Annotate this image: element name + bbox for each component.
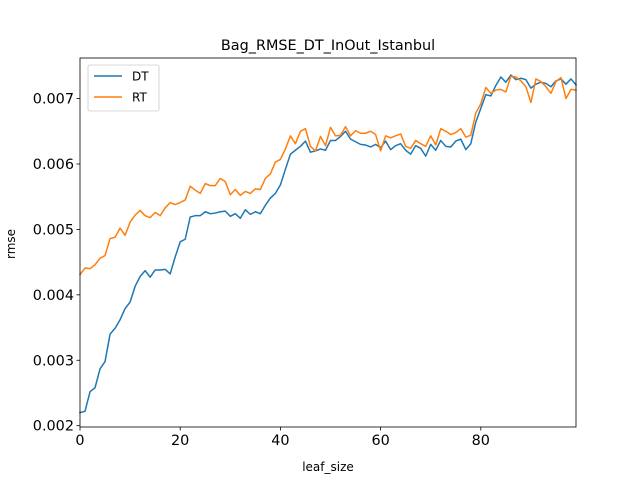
y-axis-label: rmse — [4, 229, 18, 259]
chart-title: Bag_RMSE_DT_InOut_Istanbul — [221, 38, 435, 54]
y-tick-label: 0.006 — [33, 157, 74, 173]
y-tick-label: 0.005 — [33, 222, 74, 238]
x-axis-label: leaf_size — [302, 460, 354, 474]
x-tick-label: 60 — [371, 433, 389, 449]
x-tick-label: 0 — [75, 433, 84, 449]
y-tick-label: 0.004 — [33, 288, 74, 304]
x-tick-label: 40 — [271, 433, 289, 449]
y-tick-label: 0.007 — [33, 92, 74, 108]
legend-label-rt: RT — [132, 91, 147, 105]
y-tick-label: 0.003 — [33, 353, 74, 369]
x-tick-label: 20 — [171, 433, 189, 449]
series-line-dt — [79, 74, 578, 414]
y-tick-label: 0.002 — [33, 419, 74, 435]
axes-frame — [79, 57, 577, 428]
legend: DT RT — [87, 64, 160, 112]
legend-label-dt: DT — [132, 70, 149, 84]
plot-area: 0 20 40 60 80 0.002 0.003 0.004 0.005 0.006 0.007 — [33, 57, 578, 449]
series-line-rt — [78, 75, 577, 276]
x-tick-label: 80 — [472, 433, 490, 449]
